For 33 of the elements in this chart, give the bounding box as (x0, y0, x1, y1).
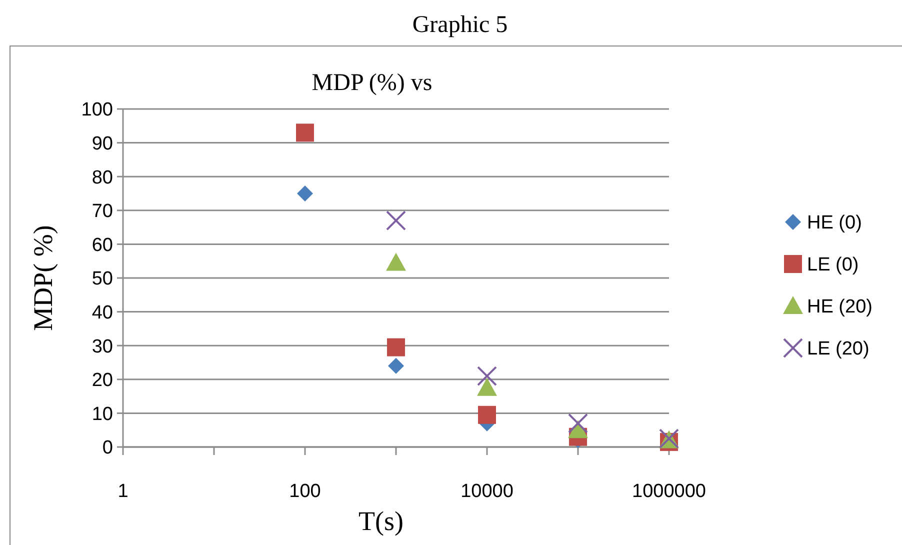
legend-label: LE (0) (807, 254, 859, 276)
chart-subtitle: MDP (%) vs (312, 70, 432, 96)
point (386, 252, 406, 271)
point (478, 406, 496, 424)
point (568, 413, 588, 434)
y-tick-label: 20 (92, 370, 113, 392)
x-tick-label: 1000000 (632, 481, 706, 502)
x-tick-label: 10000 (460, 481, 514, 502)
y-tick-label: 10 (92, 404, 113, 425)
y-tick-label: 40 (92, 302, 113, 324)
legend-label: HE (0) (807, 212, 862, 234)
x-tick-label: 1 (118, 481, 128, 502)
y-tick-label: 100 (81, 100, 113, 121)
legend-label: HE (20) (807, 296, 872, 318)
point (477, 378, 497, 396)
legend-label: LE (20) (807, 338, 870, 360)
chart-title: Graphic 5 (412, 12, 508, 38)
point (387, 338, 405, 356)
x-axis-title: T(s) (358, 506, 404, 536)
y-tick-label: 70 (92, 201, 113, 222)
y-axis-title: MDP( %) (28, 225, 58, 331)
y-tick-label: 30 (92, 336, 113, 358)
point (296, 124, 314, 142)
point (388, 358, 404, 374)
y-tick-label: 80 (92, 167, 113, 188)
y-tick-label: 90 (92, 133, 113, 154)
y-tick-label: 50 (92, 268, 113, 290)
x-tick-label: 100 (289, 481, 321, 502)
y-tick-label: 0 (102, 438, 113, 459)
point (386, 210, 406, 231)
y-tick-label: 60 (92, 234, 113, 256)
point (297, 186, 313, 202)
point (477, 366, 497, 386)
